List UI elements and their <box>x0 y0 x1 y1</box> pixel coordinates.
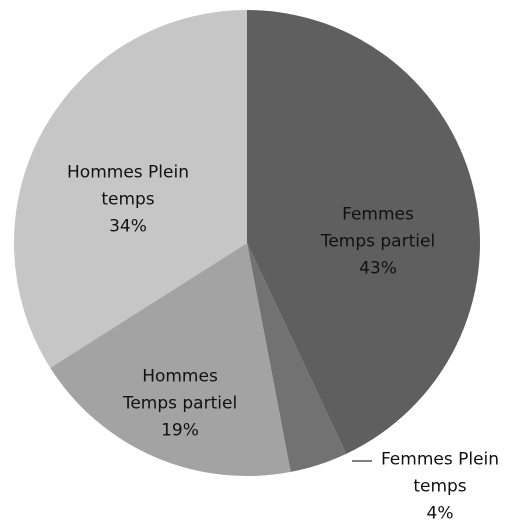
slice-label: Hommes Temps partiel 19% <box>119 364 241 445</box>
slice-label: Hommes Plein temps 34% <box>58 160 198 241</box>
slice-label: Femmes Temps partiel 43% <box>319 202 437 283</box>
pie-slice <box>247 10 481 454</box>
slice-value: 19% <box>161 420 199 441</box>
pie-slice <box>247 243 347 472</box>
slice-name: Hommes Temps partiel <box>122 366 238 414</box>
slice-name: Femmes Temps partiel <box>320 204 436 252</box>
slice-name: Femmes Plein temps <box>380 449 500 497</box>
slice-name: Hommes Plein temps <box>67 162 189 210</box>
slice-label: Femmes Plein temps 4% <box>370 447 510 528</box>
pie-slice <box>50 243 291 476</box>
slice-value: 43% <box>359 258 397 279</box>
slice-value: 34% <box>109 216 147 237</box>
pie-slice <box>14 10 247 368</box>
slice-value: 4% <box>426 503 454 524</box>
